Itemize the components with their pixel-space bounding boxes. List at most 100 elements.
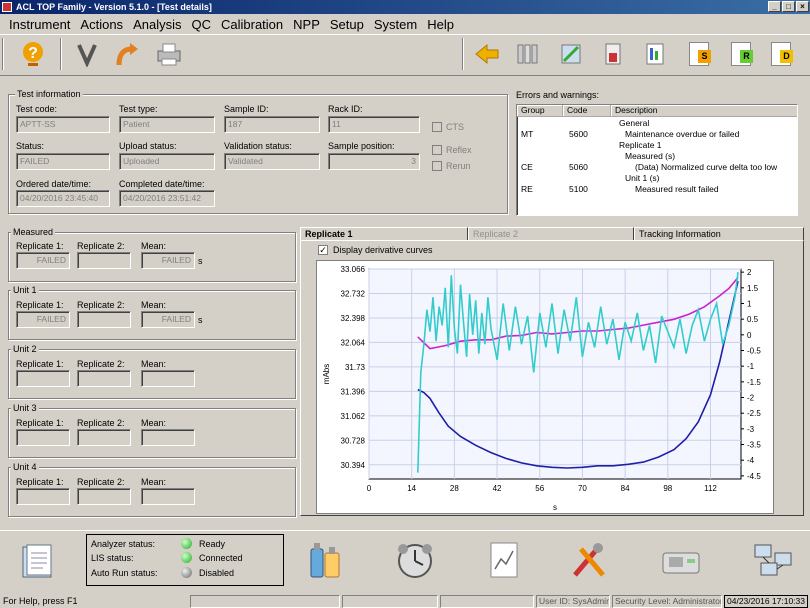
x-tick-label: 84 — [621, 484, 630, 493]
validate-button[interactable] — [72, 39, 102, 69]
y2-tick-label: 1 — [747, 299, 752, 308]
menu-setup[interactable]: Setup — [329, 16, 364, 32]
tools-button[interactable] — [564, 535, 614, 587]
user-id: User ID: SysAdmin — [536, 595, 610, 608]
maximize-button[interactable]: □ — [782, 1, 795, 12]
cts-checkbox[interactable] — [432, 122, 442, 132]
errors-list[interactable]: Group Code Description General MT 5600 Mai… — [516, 104, 798, 216]
reflex-checkbox[interactable] — [432, 145, 442, 155]
y2-tick-label: 0.5 — [747, 315, 759, 324]
unit2-replicate2-field — [77, 370, 131, 387]
help-button[interactable]: ? — [18, 39, 48, 69]
replicate1-label: Replicate 1: — [16, 359, 64, 369]
y2-tick-label: -4 — [747, 456, 755, 465]
unit4-replicate2-field — [77, 488, 131, 505]
printer-icon — [157, 43, 181, 66]
tab-replicate-2[interactable]: Replicate 2 — [468, 227, 634, 241]
window-title: ACL TOP Family - Version 5.1.0 - [Test d… — [16, 2, 212, 12]
replicate2-label: Replicate 2: — [77, 359, 125, 369]
print-button[interactable] — [154, 39, 184, 69]
unit1-unit: s — [198, 315, 203, 325]
series-line-3 — [417, 272, 739, 473]
unit1-replicate1-field: FAILED — [16, 311, 70, 328]
tool-button-2[interactable] — [556, 39, 586, 69]
toolbar-separator — [462, 38, 464, 70]
y-tick-label: 32.064 — [341, 338, 366, 347]
tab-tracking-information[interactable]: Tracking Information — [634, 227, 804, 241]
clock-gear-icon — [398, 544, 432, 578]
rerun-button[interactable] — [112, 39, 142, 69]
rack-id-field: 11 — [328, 116, 420, 133]
menu-instrument[interactable]: Instrument — [9, 16, 71, 32]
test-information-group: Test information — [8, 89, 508, 214]
date-time: 04/23/2016 17:10:33 — [724, 595, 808, 608]
analyzer-status-value: Ready — [199, 539, 226, 549]
test-details-button[interactable] — [12, 535, 62, 587]
close-button[interactable]: × — [796, 1, 809, 12]
y-tick-label: 31.73 — [345, 363, 366, 372]
tab-replicate-1[interactable]: Replicate 1 — [300, 227, 468, 241]
errors-column-group[interactable]: Group — [517, 105, 563, 117]
error-row[interactable]: CE 5060 (Data) Normalized curve delta too … — [521, 162, 778, 172]
y2-tick-label: 2 — [747, 268, 752, 277]
rack-id-label: Rack ID: — [328, 104, 363, 114]
test-information-title: Test information — [15, 89, 83, 99]
errors-column-description[interactable]: Description — [611, 105, 797, 117]
replicate2-label: Replicate 2: — [77, 300, 125, 310]
menu-calibration[interactable]: Calibration — [220, 16, 284, 32]
replicate1-label: Replicate 1: — [16, 300, 64, 310]
printer-queue-button[interactable] — [656, 535, 706, 587]
menu-npp[interactable]: NPP — [293, 16, 320, 32]
x-tick-label: 0 — [367, 484, 372, 493]
bottom-bar — [0, 530, 810, 594]
replicate1-label: Replicate 1: — [16, 241, 64, 251]
y-tick-label: 31.396 — [341, 387, 366, 396]
tool-button-4[interactable] — [640, 39, 670, 69]
lis-status-value: Connected — [199, 553, 243, 563]
back-button[interactable] — [472, 39, 502, 69]
validation-status-field: Validated — [224, 153, 320, 170]
error-row[interactable]: General — [619, 118, 650, 128]
autorun-status-label: Auto Run status: — [91, 568, 158, 578]
d-document-button[interactable]: D — [766, 39, 796, 69]
help-icon: ? — [23, 42, 43, 66]
unit3-group: Unit 3 — [8, 403, 296, 458]
reflex-label: Reflex — [446, 145, 472, 155]
errors-column-code[interactable]: Code — [563, 105, 611, 117]
back-arrow-icon — [475, 43, 499, 65]
autorun-status-value: Disabled — [199, 568, 235, 578]
error-row[interactable]: Replicate 1 — [619, 140, 662, 150]
display-derivative-checkbox[interactable]: ✓ — [318, 245, 328, 255]
measured-replicate1-field: FAILED — [16, 252, 70, 269]
menu-bar: Instrument Actions Analysis QC Calibrati… — [0, 14, 810, 34]
cts-label: CTS — [446, 122, 464, 132]
r-document-button[interactable]: R — [726, 39, 756, 69]
menu-actions[interactable]: Actions — [80, 16, 124, 32]
y-tick-label: 31.062 — [341, 412, 366, 421]
menu-system[interactable]: System — [373, 16, 418, 32]
error-row[interactable]: MT 5600 Maintenance overdue or failed — [521, 129, 740, 139]
error-row[interactable]: Unit 1 (s) — [625, 173, 660, 183]
s-document-button[interactable]: S — [684, 39, 714, 69]
mean-label: Mean: — [141, 241, 167, 251]
maintenance-button[interactable] — [390, 535, 440, 587]
measured-group: Measured — [8, 227, 296, 282]
x-tick-label: 70 — [578, 484, 587, 493]
network-button[interactable] — [748, 535, 798, 587]
error-row[interactable]: Measured (s) — [625, 151, 676, 161]
error-row[interactable]: RE 5100 Measured result failed — [521, 184, 719, 194]
minimize-button[interactable]: _ — [768, 1, 781, 12]
tool-button-3[interactable] — [598, 39, 628, 69]
unit1-group: Unit 1 — [8, 285, 296, 340]
reagents-button[interactable] — [300, 535, 350, 587]
menu-analysis[interactable]: Analysis — [133, 16, 182, 32]
rerun-checkbox[interactable] — [432, 161, 442, 171]
x-tick-label: 98 — [663, 484, 672, 493]
menu-help[interactable]: Help — [427, 16, 454, 32]
y2-tick-label: -3 — [747, 425, 755, 434]
statusbar-empty-cell — [440, 595, 534, 608]
results-button[interactable] — [478, 535, 528, 587]
tool-button-1[interactable] — [512, 39, 542, 69]
reaction-curve-chart: 0 14 28 42 56 70 84 98 112 33.066 32.732 32.398 32.0… — [316, 260, 774, 514]
menu-qc[interactable]: QC — [191, 16, 211, 32]
